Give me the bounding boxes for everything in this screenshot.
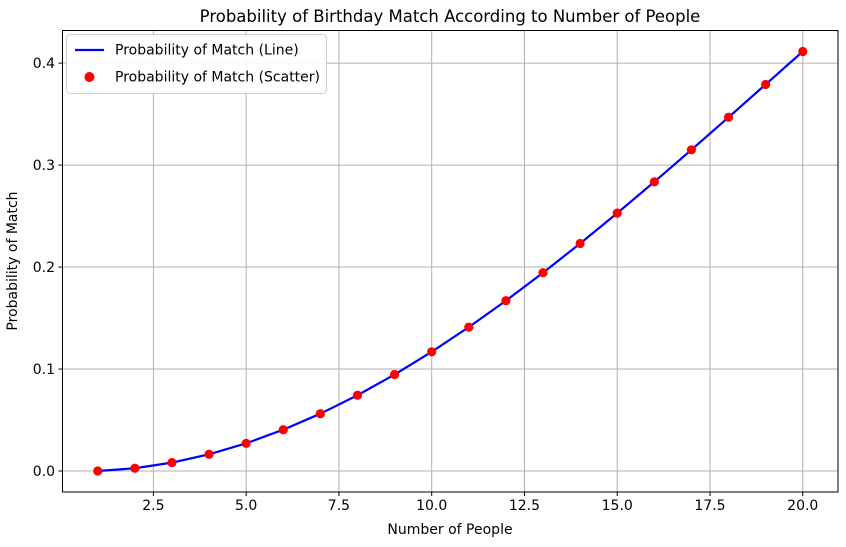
probability-line [96, 50, 804, 473]
data-point [93, 466, 103, 476]
data-point [612, 208, 622, 218]
y-axis-label: Probability of Match [5, 191, 21, 330]
x-tick-label: 7.5 [328, 498, 350, 514]
x-tick-label: 2.5 [142, 498, 164, 514]
data-point [538, 268, 548, 278]
data-point [241, 438, 251, 448]
axes-frame [62, 30, 839, 493]
x-tick-label: 17.5 [694, 498, 725, 514]
data-point [464, 322, 474, 332]
data-point [315, 409, 325, 419]
y-tick-label: 0.1 [33, 362, 55, 378]
chart-title: Probability of Birthday Match According … [200, 7, 701, 26]
data-point [761, 79, 771, 90]
y-tick-label: 0.3 [33, 158, 55, 174]
legend-scatter-sample-icon [84, 72, 95, 82]
data-point [649, 177, 659, 187]
axes-layer: 2.5 5.0 7.5 10.0 12.5 15.0 17.5 20.0 0.0 0.1 0.2 0.… [33, 30, 839, 514]
y-tick-label: 0.2 [33, 260, 55, 276]
legend: Probability of Match (Line) Probability … [66, 34, 327, 94]
x-tick-label: 12.5 [509, 498, 540, 514]
data-layer [93, 46, 808, 476]
x-tick-label: 20.0 [787, 498, 818, 514]
data-point [204, 449, 214, 459]
data-point [723, 112, 734, 122]
x-tick-label: 5.0 [235, 498, 257, 514]
data-point [798, 46, 808, 57]
x-tick-label: 15.0 [602, 498, 633, 514]
data-point [686, 145, 697, 155]
x-axis-label: Number of People [387, 522, 512, 538]
y-tick-label: 0.0 [33, 464, 55, 480]
data-point [167, 458, 177, 468]
data-point [352, 390, 363, 400]
data-point [278, 425, 288, 435]
data-point [501, 296, 511, 306]
legend-label-line: Probability of Match (Line) [115, 43, 299, 59]
legend-box [66, 34, 327, 94]
data-point [427, 347, 437, 357]
data-point [389, 369, 400, 380]
grid-layer [62, 30, 838, 492]
data-point [575, 238, 585, 249]
x-tick-label: 10.0 [416, 498, 447, 514]
data-point [130, 463, 140, 473]
legend-label-scatter: Probability of Match (Scatter) [115, 70, 320, 86]
y-tick-label: 0.4 [33, 56, 55, 72]
